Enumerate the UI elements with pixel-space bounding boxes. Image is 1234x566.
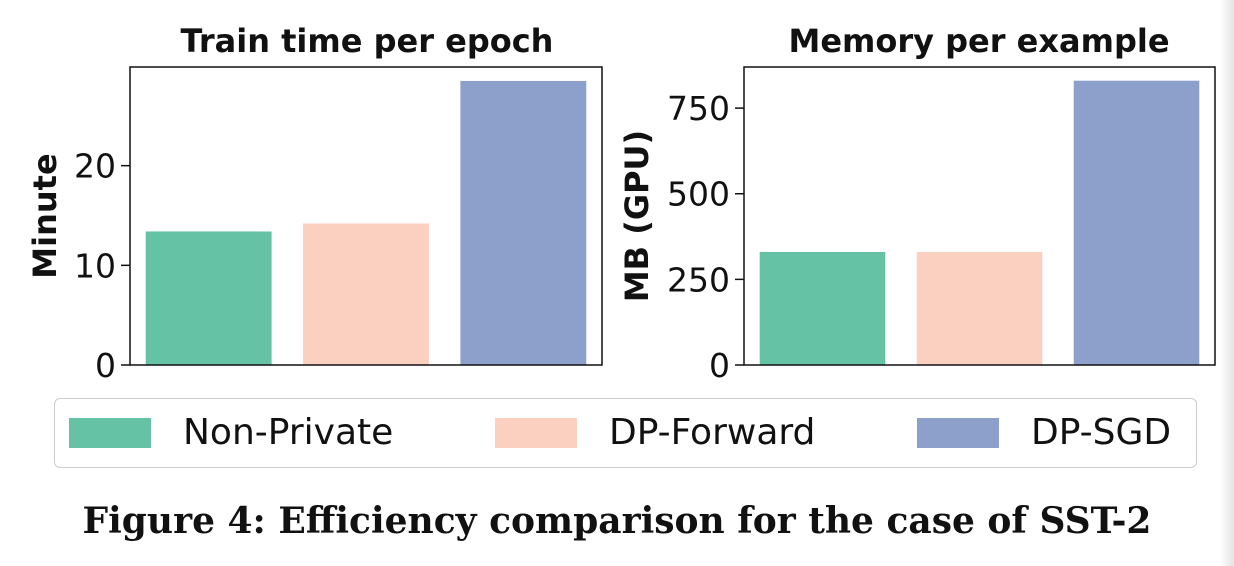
bar-memory-dp-sgd xyxy=(1073,80,1200,366)
legend-swatch-non-private xyxy=(69,417,151,448)
bar-memory-non-private xyxy=(759,251,886,365)
y-axis-label-memory: MB (GPU) xyxy=(618,130,656,302)
legend-item-non-private: Non-Private xyxy=(69,399,393,466)
figure-caption: Figure 4: Efficiency comparison for the … xyxy=(82,500,1152,542)
bar-train-time-dp-forward xyxy=(303,223,429,365)
legend: Non-Private DP-Forward DP-SGD xyxy=(54,398,1197,468)
bar-train-time-non-private xyxy=(145,231,272,365)
bar-memory-dp-forward xyxy=(916,251,1043,365)
y-tick-label-memory-500: 500 xyxy=(667,175,730,214)
legend-label-non-private: Non-Private xyxy=(183,412,394,453)
page-edge-shadow xyxy=(1220,0,1234,566)
legend-label-dp-forward: DP-Forward xyxy=(609,412,816,453)
chart-title-train-time: Train time per epoch xyxy=(181,22,554,60)
axes-frame-train-time xyxy=(129,66,603,366)
y-axis-label-train-time: Minute xyxy=(26,153,64,278)
y-tick-label-train-time-0: 0 xyxy=(95,346,116,385)
legend-item-dp-forward: DP-Forward xyxy=(495,399,815,466)
bar-train-time-dp-sgd xyxy=(460,80,587,365)
y-tick-label-train-time-20: 20 xyxy=(74,147,116,186)
y-tick-label-train-time-10: 10 xyxy=(74,246,116,285)
y-tick-label-memory-0: 0 xyxy=(709,346,730,385)
legend-label-dp-sgd: DP-SGD xyxy=(1031,412,1172,453)
chart-title-memory: Memory per example xyxy=(788,22,1169,60)
y-tick-label-memory-750: 750 xyxy=(667,89,730,128)
legend-swatch-dp-sgd xyxy=(917,417,999,448)
legend-swatch-dp-forward xyxy=(495,417,577,448)
y-tick-label-memory-250: 250 xyxy=(667,260,730,299)
axes-frame-memory xyxy=(743,66,1216,366)
legend-item-dp-sgd: DP-SGD xyxy=(917,399,1171,466)
charts-area: 0 10 20 Train time per epoch Minute 0 250 500 75… xyxy=(26,22,1216,385)
